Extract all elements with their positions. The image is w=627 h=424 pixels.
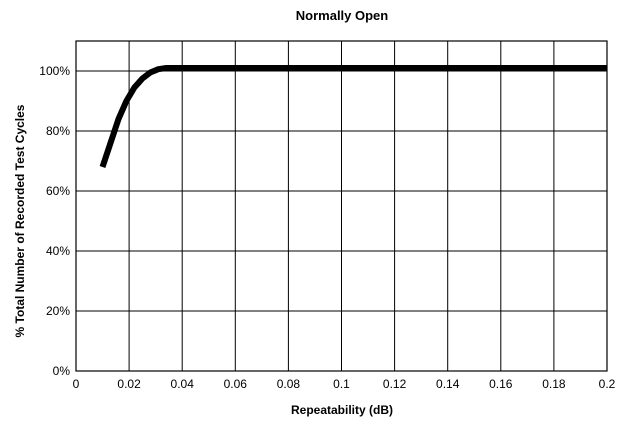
y-tick-label: 100%	[39, 64, 70, 78]
x-axis-ticks: 0 0.02 0.04 0.06 0.08 0.1 0.12 0.14 0.16 0.18 0.2	[73, 377, 616, 391]
y-tick-label: 60%	[46, 184, 70, 198]
x-tick-label: 0.18	[542, 377, 566, 391]
x-tick-label: 0.14	[436, 377, 460, 391]
x-tick-label: 0	[73, 377, 80, 391]
y-tick-label: 0%	[53, 364, 71, 378]
y-axis-ticks: 0% 20% 40% 60% 80% 100%	[39, 64, 70, 378]
x-tick-label: 0.02	[117, 377, 141, 391]
y-tick-label: 80%	[46, 124, 70, 138]
series-layer	[99, 65, 607, 168]
x-tick-label: 0.12	[383, 377, 407, 391]
x-tick-label: 0.1	[333, 377, 350, 391]
x-axis-label: Repeatability (dB)	[291, 403, 393, 417]
chart-title: Normally Open	[296, 8, 389, 23]
x-tick-label: 0.08	[277, 377, 301, 391]
y-axis-label: % Total Number of Recorded Test Cycles	[13, 104, 27, 337]
x-tick-label: 0.06	[224, 377, 248, 391]
grid	[75, 41, 608, 372]
plot-frame	[75, 40, 608, 372]
x-tick-label: 0.04	[171, 377, 195, 391]
series-line	[99, 65, 607, 168]
y-tick-label: 40%	[46, 244, 70, 258]
x-tick-label: 0.16	[489, 377, 513, 391]
y-tick-label: 20%	[46, 304, 70, 318]
x-tick-label: 0.2	[599, 377, 616, 391]
